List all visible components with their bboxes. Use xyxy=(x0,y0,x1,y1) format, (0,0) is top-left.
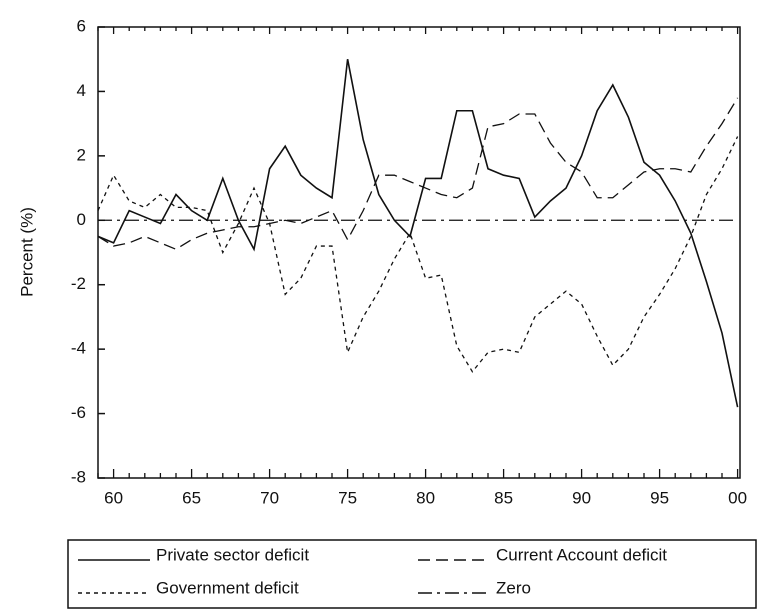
y-tick-label: 4 xyxy=(77,81,86,100)
y-tick-label: -2 xyxy=(71,274,86,293)
plot-frame xyxy=(97,26,741,479)
legend-label: Private sector deficit xyxy=(156,545,309,564)
y-tick-label: -8 xyxy=(71,467,86,486)
legend-label: Government deficit xyxy=(156,578,299,597)
x-tick-label: 00 xyxy=(728,488,747,507)
x-tick-label: 80 xyxy=(416,488,435,507)
x-tick-label: 95 xyxy=(650,488,669,507)
series-line xyxy=(97,136,739,373)
y-tick-label: 6 xyxy=(77,16,86,35)
y-tick-label: -4 xyxy=(71,339,86,358)
series-line xyxy=(97,59,739,408)
series-line xyxy=(97,97,739,251)
legend-label: Zero xyxy=(496,578,531,597)
legend-box xyxy=(67,539,757,609)
x-tick-label: 65 xyxy=(182,488,201,507)
x-tick-label: 60 xyxy=(104,488,123,507)
x-tick-label: 90 xyxy=(572,488,591,507)
x-tick-label: 70 xyxy=(260,488,279,507)
x-tick-label: 85 xyxy=(494,488,513,507)
x-tick-label: 75 xyxy=(338,488,357,507)
y-axis-label: Percent (%) xyxy=(17,207,36,297)
y-tick-label: 2 xyxy=(77,145,86,164)
y-tick-label: -6 xyxy=(71,403,86,422)
legend-label: Current Account deficit xyxy=(496,545,667,564)
y-tick-label: 0 xyxy=(77,210,86,229)
